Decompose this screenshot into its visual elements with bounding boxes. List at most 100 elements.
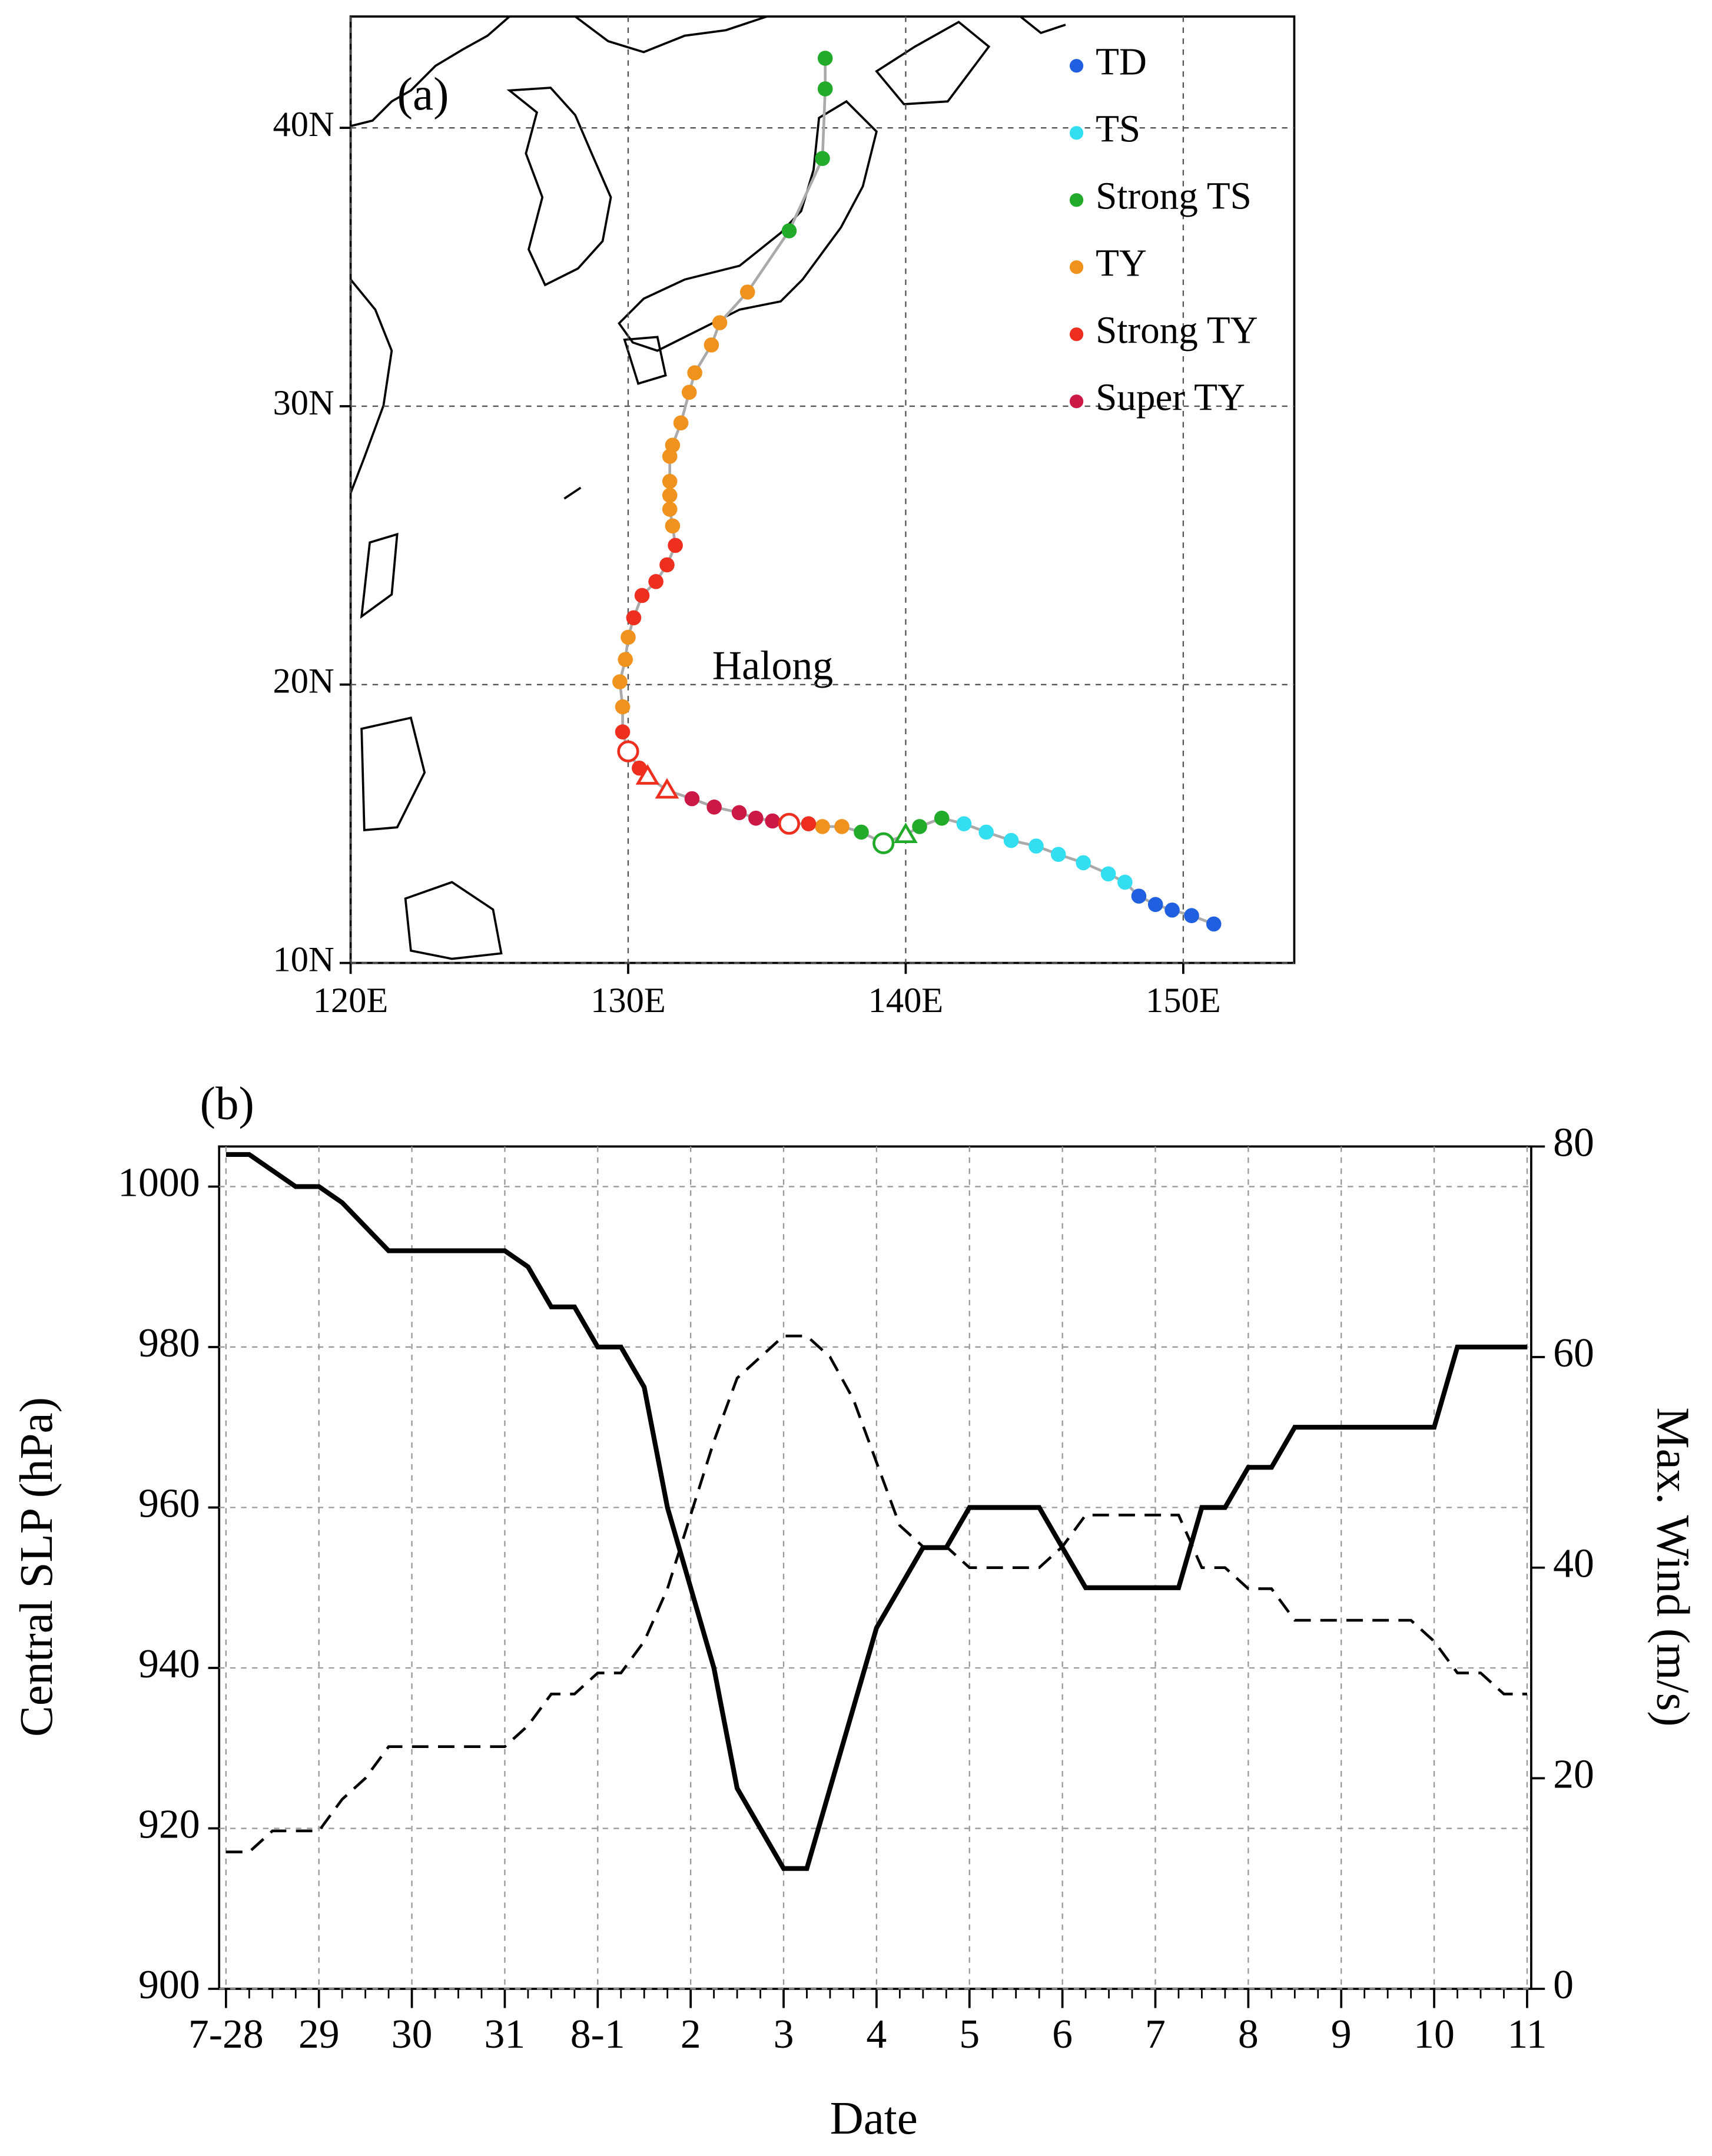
y-tick-label: 20N: [273, 662, 334, 701]
y-tick-label: 30N: [273, 383, 334, 423]
y2-tick-label: 0: [1553, 1962, 1574, 2008]
x-tick-label: 30: [391, 2012, 433, 2057]
legend-label: Strong TY: [1096, 310, 1258, 352]
track-point: [1028, 838, 1044, 854]
track-point: [781, 223, 797, 238]
legend-swatch: [1069, 126, 1084, 140]
y-axis-label: Central SLP (hPa): [11, 1397, 62, 1737]
marker: [894, 822, 918, 844]
track-point: [731, 805, 747, 821]
track-point: [706, 800, 722, 815]
x-tick-label: 11: [1507, 2012, 1547, 2057]
y2-tick-label: 20: [1553, 1752, 1594, 1797]
track-point: [1050, 847, 1066, 862]
legend-swatch: [1069, 260, 1084, 274]
y-tick-label: 940: [138, 1641, 200, 1687]
legend-swatch: [1069, 327, 1084, 341]
track-point: [1164, 902, 1180, 918]
coastlines: [350, 16, 1066, 960]
x-tick-label: 8-1: [570, 2012, 625, 2057]
track-point: [632, 760, 647, 776]
background: [0, 5, 1712, 2151]
track-point: [659, 557, 675, 573]
track-point: [662, 449, 678, 464]
y-tick-label: 40N: [273, 105, 334, 144]
track-point: [684, 791, 700, 807]
y-tick-label: 1000: [118, 1160, 200, 1205]
y-tick-label: 10N: [273, 940, 334, 979]
track-point: [1100, 866, 1116, 882]
x-tick-label: 7-28: [188, 2012, 264, 2057]
panel-label: (a): [397, 69, 449, 120]
track-point: [681, 384, 697, 400]
track-point: [618, 652, 633, 668]
legend-label: TS: [1096, 108, 1140, 151]
track-point: [1206, 916, 1222, 932]
track-point: [854, 824, 869, 840]
track-point: [834, 819, 850, 834]
x-tick-label: 7: [1145, 2012, 1166, 2057]
track-point: [634, 588, 650, 603]
y2-tick-label: 80: [1553, 1120, 1594, 1165]
x-tick-label: 150E: [1146, 981, 1221, 1020]
x-tick-label: 140E: [868, 981, 944, 1020]
x-axis-label: Date: [830, 2093, 918, 2144]
y2-tick-label: 60: [1553, 1331, 1594, 1376]
track-point: [621, 629, 636, 645]
track-point: [1076, 855, 1091, 871]
y2-tick-label: 40: [1553, 1541, 1594, 1587]
track-point: [815, 151, 830, 166]
x-tick-label: 8: [1238, 2012, 1259, 2057]
legend-swatch: [1069, 59, 1084, 73]
legend-swatch: [1069, 394, 1084, 409]
track-point: [1184, 908, 1199, 924]
y-tick-label: 980: [138, 1321, 200, 1366]
track-point: [687, 365, 702, 381]
track-point: [615, 724, 631, 739]
track-point: [1131, 888, 1147, 904]
marker: [617, 740, 639, 762]
series-line: [225, 1334, 1527, 1853]
x-tick-label: 10: [1414, 2012, 1455, 2057]
track-point: [668, 538, 683, 553]
x-tick-label: 5: [959, 2012, 980, 2057]
track-point: [662, 473, 678, 489]
track-point: [978, 824, 994, 840]
track-point: [662, 502, 678, 517]
track-point: [739, 284, 755, 300]
y-tick-label: 920: [138, 1802, 200, 1847]
track-point: [712, 315, 728, 330]
series-line: [225, 1152, 1527, 1871]
track-point: [648, 574, 663, 589]
x-tick-label: 120E: [313, 981, 389, 1020]
track-point: [662, 487, 678, 503]
track-point: [665, 518, 681, 534]
marker: [778, 812, 801, 835]
track-point: [615, 699, 631, 715]
track-point: [626, 610, 642, 626]
track-point: [815, 819, 830, 834]
track-point: [765, 813, 780, 829]
legend-label: Strong TS: [1096, 175, 1252, 218]
legend-label: TY: [1096, 243, 1147, 285]
x-tick-label: 9: [1331, 2012, 1352, 2057]
track-point: [673, 415, 689, 431]
marker: [872, 832, 895, 854]
x-tick-label: 2: [681, 2012, 701, 2057]
panel-label: (b): [200, 1078, 254, 1129]
x-tick-label: 3: [774, 2012, 794, 2057]
legend-swatch: [1069, 193, 1084, 207]
track-point: [704, 337, 719, 353]
track-point: [1117, 874, 1133, 890]
x-tick-label: 130E: [590, 981, 666, 1020]
marker: [635, 764, 660, 785]
y-tick-label: 960: [138, 1481, 200, 1527]
track-point: [934, 810, 950, 826]
track-point: [956, 816, 972, 831]
track-point: [912, 819, 927, 834]
x-tick-label: 31: [485, 2012, 526, 2057]
x-tick-label: 6: [1052, 2012, 1073, 2057]
track-point: [612, 674, 628, 689]
track-point: [817, 51, 833, 66]
